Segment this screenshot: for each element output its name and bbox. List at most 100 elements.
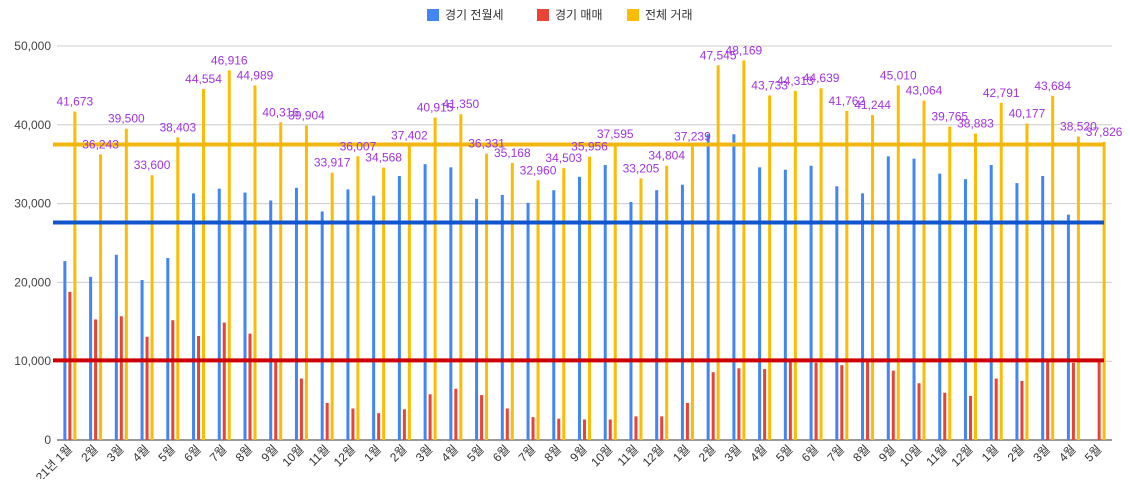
bar xyxy=(562,168,566,440)
data-label: 33,917 xyxy=(314,156,351,170)
data-label: 38,883 xyxy=(957,117,994,131)
data-label: 41,244 xyxy=(854,98,891,112)
data-label: 42,791 xyxy=(983,86,1020,100)
bar xyxy=(871,114,875,440)
data-label: 43,733 xyxy=(751,78,788,92)
bar xyxy=(845,110,849,441)
data-label: 37,826 xyxy=(1086,125,1123,139)
bar xyxy=(737,368,741,440)
bar xyxy=(768,95,772,440)
bar xyxy=(922,100,926,441)
bar xyxy=(912,158,916,440)
bar xyxy=(552,190,556,440)
bar xyxy=(783,169,787,440)
data-labels: 41,673 36,243 39,500 33,600 38,403 44,554 46,9… xyxy=(57,43,1123,177)
bar xyxy=(1015,183,1019,440)
bar xyxy=(119,316,123,440)
x-tick-label: 5월 xyxy=(464,442,486,464)
bar xyxy=(171,320,175,440)
bar xyxy=(1076,136,1080,440)
bar xyxy=(583,419,586,440)
bar xyxy=(423,164,427,440)
bar xyxy=(973,133,977,440)
data-label: 39,765 xyxy=(931,110,968,124)
x-tick-label: 6월 xyxy=(181,442,203,464)
x-tick-label: 7월 xyxy=(516,442,538,464)
bar xyxy=(330,172,334,440)
data-label: 36,007 xyxy=(340,139,377,153)
bar xyxy=(500,194,504,440)
data-label: 48,169 xyxy=(726,43,763,57)
bar xyxy=(758,167,762,441)
y-tick-label: 40,000 xyxy=(14,118,51,132)
x-tick-label: 11월 xyxy=(306,442,333,469)
data-label: 34,568 xyxy=(365,151,402,165)
bar xyxy=(665,165,669,440)
bar xyxy=(356,156,360,441)
bar xyxy=(407,145,411,440)
bar xyxy=(222,322,226,440)
x-tick-label: 7월 xyxy=(207,442,229,464)
bar xyxy=(660,416,664,440)
data-label: 38,403 xyxy=(159,120,196,134)
bar xyxy=(1025,123,1029,440)
data-label: 35,956 xyxy=(571,140,608,154)
bar xyxy=(274,360,278,440)
x-tick-label: 11월 xyxy=(615,442,642,469)
bar xyxy=(320,211,324,440)
legend-label: 경기 매매 xyxy=(555,8,603,22)
bar xyxy=(536,180,540,440)
x-tick-label: 8월 xyxy=(541,442,563,464)
bar xyxy=(943,392,947,440)
bar xyxy=(629,202,633,440)
bar xyxy=(449,167,453,441)
bar xyxy=(243,192,247,440)
bar xyxy=(227,70,231,441)
bar xyxy=(819,88,823,440)
x-tick-label: 1월 xyxy=(361,442,383,464)
x-tick-label: 4월 xyxy=(130,442,152,464)
bar xyxy=(485,153,489,440)
bar xyxy=(351,408,355,440)
data-label: 43,684 xyxy=(1034,79,1071,93)
bar xyxy=(253,85,257,440)
x-tick-label: 8월 xyxy=(850,442,872,464)
x-tick-label: 4월 xyxy=(747,442,769,464)
bar xyxy=(608,419,612,440)
legend-label: 전체 거래 xyxy=(645,8,693,22)
x-tick-label: 9월 xyxy=(567,442,589,464)
bar xyxy=(938,173,942,440)
data-label: 45,010 xyxy=(880,68,917,82)
bar xyxy=(99,154,103,441)
bar xyxy=(294,187,298,440)
bar xyxy=(150,175,154,440)
x-tick-label: 10월 xyxy=(588,442,615,469)
bar xyxy=(1071,362,1075,440)
data-label: 33,205 xyxy=(623,161,660,175)
bar xyxy=(1102,141,1106,440)
data-label: 35,168 xyxy=(494,146,531,160)
bar xyxy=(896,85,900,440)
bar xyxy=(788,360,792,440)
x-tick-label: 10월 xyxy=(279,442,306,469)
bar xyxy=(480,395,484,440)
data-label: 39,904 xyxy=(288,109,325,123)
x-tick-label: 2월 xyxy=(1005,442,1027,464)
bar xyxy=(763,369,767,440)
bar xyxy=(377,413,381,440)
bar xyxy=(1097,360,1101,440)
bar xyxy=(202,88,206,440)
bar xyxy=(197,335,201,440)
bar xyxy=(510,162,514,440)
bar xyxy=(304,125,308,440)
legend-swatch xyxy=(427,9,439,21)
bar xyxy=(948,126,952,441)
bar xyxy=(475,198,479,440)
data-label: 36,243 xyxy=(82,137,119,151)
y-tick-label: 10,000 xyxy=(14,354,51,368)
bar xyxy=(685,402,689,440)
y-tick-label: 0 xyxy=(44,433,51,447)
x-tick-label: 1월 xyxy=(670,442,692,464)
data-label: 36,331 xyxy=(468,137,505,151)
